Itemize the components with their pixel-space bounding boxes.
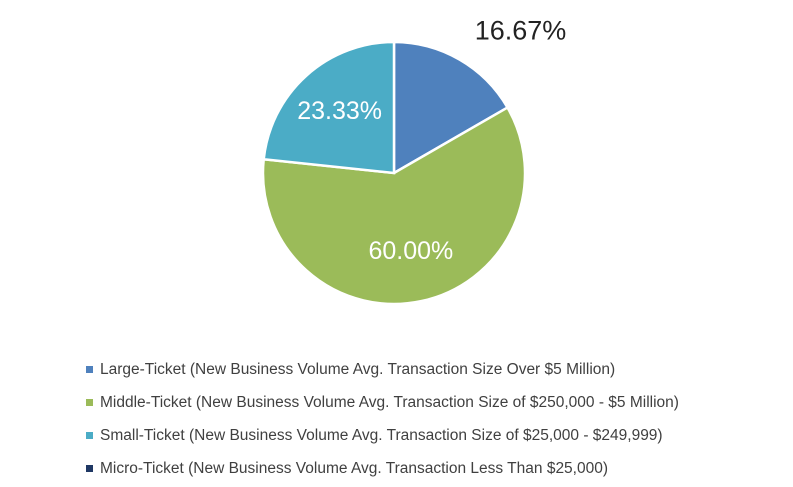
data-label-1: 16.67% (475, 16, 567, 46)
legend-item-1: Large-Ticket (New Business Volume Avg. T… (86, 353, 679, 386)
legend-label: Micro-Ticket (New Business Volume Avg. T… (100, 459, 609, 477)
data-label-2: 60.00% (368, 237, 453, 265)
legend-item-4: Micro-Ticket (New Business Volume Avg. T… (86, 452, 679, 485)
chart-legend: Large-Ticket (New Business Volume Avg. T… (86, 353, 679, 485)
legend-label: Large-Ticket (New Business Volume Avg. T… (100, 360, 616, 378)
legend-item-2: Middle-Ticket (New Business Volume Avg. … (86, 386, 679, 419)
pie-slices (261, 40, 527, 306)
pie-data-labels: 16.67% 60.00% 23.33% (297, 16, 566, 265)
legend-label: Small-Ticket (New Business Volume Avg. T… (100, 426, 663, 444)
legend-swatch (86, 432, 93, 439)
legend-swatch (86, 399, 93, 406)
pie-slice-3 (262, 40, 396, 175)
legend-label: Middle-Ticket (New Business Volume Avg. … (100, 393, 679, 411)
pie-slice-1 (392, 40, 510, 176)
legend-swatch (86, 465, 93, 472)
legend-swatch (86, 366, 93, 373)
pie-slice-2 (261, 105, 527, 306)
data-label-3: 23.33% (297, 97, 382, 125)
legend-item-3: Small-Ticket (New Business Volume Avg. T… (86, 419, 679, 452)
